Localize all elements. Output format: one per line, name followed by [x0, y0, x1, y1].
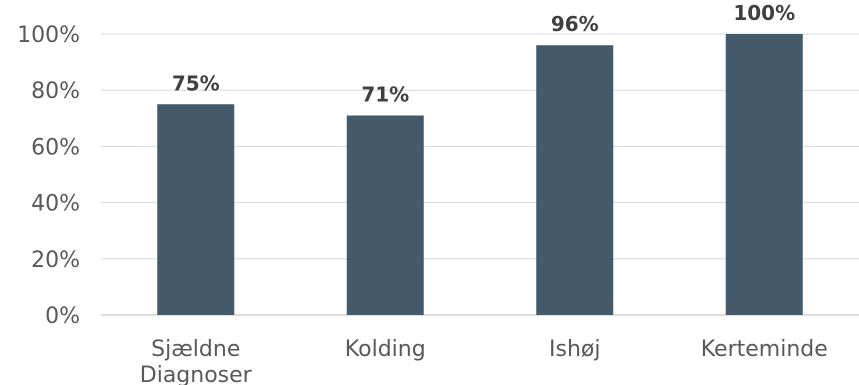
data-label: 75%: [172, 71, 220, 95]
x-category-label-line: Kerteminde: [701, 337, 828, 362]
data-labels: 75% 71% 96% 100%: [172, 1, 795, 106]
bars: [157, 34, 803, 316]
bar: [725, 34, 803, 315]
data-label: 96%: [551, 12, 599, 36]
data-label: 71%: [361, 82, 409, 106]
y-tick-label: 60%: [31, 135, 80, 160]
x-category-label: Kerteminde: [701, 337, 828, 362]
bar: [536, 45, 614, 316]
y-tick-label: 20%: [31, 248, 80, 273]
y-tick-label: 80%: [31, 79, 80, 104]
y-tick-label: 100%: [17, 23, 80, 48]
y-tick-label: 40%: [31, 192, 80, 217]
x-axis-category-labels: Sjældne Diagnoser Kolding Ishøj Kerteminde: [140, 337, 828, 385]
y-axis-tick-labels: 0% 20% 40% 60% 80% 100%: [17, 23, 80, 329]
x-category-label-line: Diagnoser: [140, 363, 253, 385]
y-tick-label: 0%: [45, 304, 80, 329]
bar: [157, 104, 235, 315]
x-category-label: Sjældne Diagnoser: [140, 337, 253, 385]
x-category-label: Ishøj: [549, 337, 600, 362]
bar: [346, 115, 424, 316]
x-category-label-line: Kolding: [345, 337, 426, 362]
data-label: 100%: [733, 1, 795, 25]
x-category-label: Kolding: [345, 337, 426, 362]
x-category-label-line: Ishøj: [549, 337, 600, 362]
x-category-label-line: Sjældne: [151, 337, 240, 362]
